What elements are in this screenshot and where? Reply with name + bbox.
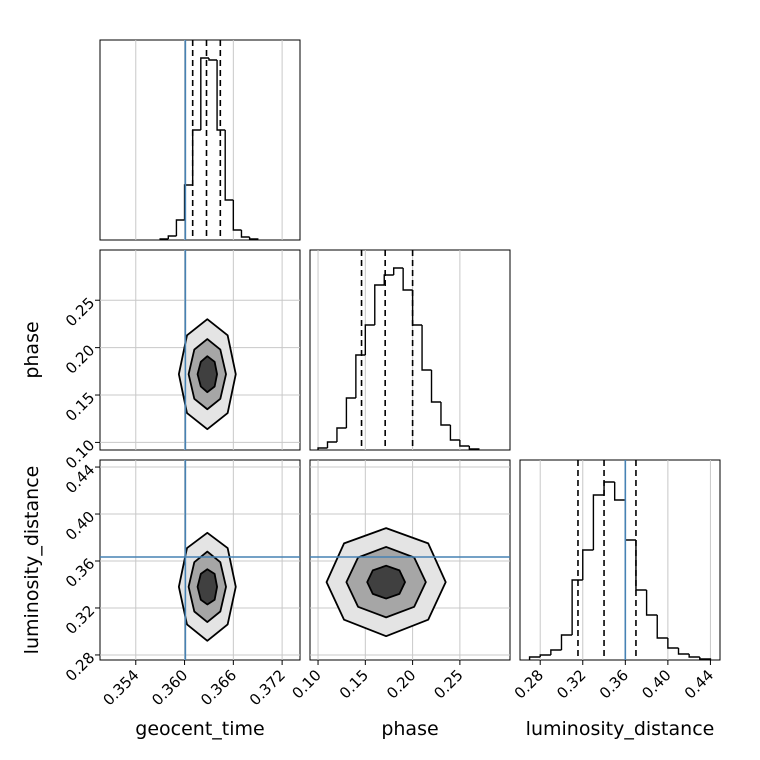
x-tick-label: 0.372: [246, 666, 289, 709]
hist-step: [183, 184, 193, 220]
hist-step: [326, 441, 337, 448]
hist-step: [440, 402, 451, 426]
y-axis-label: phase: [21, 321, 43, 378]
hist-step: [345, 397, 356, 428]
x-axis-label: geocent_time: [135, 718, 264, 740]
x-tick-label: 0.25: [430, 666, 466, 702]
hist-step: [656, 615, 668, 639]
hist-step: [613, 482, 626, 501]
x-axis-label: luminosity_distance: [526, 718, 715, 740]
hist-step: [200, 57, 209, 130]
hist-step: [624, 500, 636, 541]
contour: [196, 568, 218, 606]
x-tick-label: 0.354: [100, 666, 143, 709]
y-tick-label: 0.28: [62, 649, 98, 685]
hist-step: [317, 447, 328, 450]
hist-step: [402, 268, 413, 291]
y-axis-label: luminosity_distance: [21, 466, 43, 655]
hist-step: [224, 130, 234, 201]
hist-step: [667, 638, 679, 649]
hist-step: [421, 325, 432, 371]
hist-step: [699, 657, 712, 660]
hist-step: [459, 440, 470, 447]
x-tick-label: 0.36: [596, 666, 632, 702]
hist-step: [191, 129, 201, 185]
x-tick-label: 0.360: [148, 666, 191, 709]
hist-step: [159, 238, 169, 240]
hist-step: [635, 540, 647, 591]
y-tick-label: 0.40: [62, 508, 98, 544]
hist-step: [240, 230, 250, 238]
panel-frame: [519, 459, 721, 661]
panel-frame: [99, 249, 301, 451]
hist-step: [677, 648, 690, 655]
hist-step: [645, 590, 658, 616]
hist-step: [411, 290, 423, 326]
hist-step: [392, 267, 404, 275]
y-tick-label: 0.36: [62, 555, 98, 591]
hist-step: [539, 654, 551, 657]
hist-step: [603, 481, 615, 495]
x-tick-label: 0.40: [638, 666, 674, 702]
contour: [366, 564, 406, 600]
panel-frame: [99, 39, 301, 241]
hist-step: [449, 425, 460, 441]
x-tick-label: 0.28: [511, 666, 547, 702]
y-tick-label: 0.15: [62, 389, 98, 425]
hist-step: [374, 284, 385, 325]
hist-step: [216, 60, 226, 131]
panel-frame: [309, 249, 511, 451]
hist-step: [582, 549, 594, 580]
hist-step: [355, 354, 366, 398]
hist-step: [175, 219, 185, 236]
hist-step: [232, 200, 242, 231]
y-tick-label: 0.20: [62, 341, 98, 377]
y-tick-label: 0.25: [62, 294, 98, 330]
x-tick-label: 0.10: [289, 666, 325, 702]
hist-step: [208, 58, 218, 61]
y-tick-label: 0.32: [62, 602, 98, 638]
hist-step: [167, 235, 177, 239]
contour: [196, 355, 218, 394]
hist-step: [560, 634, 573, 650]
hist-step: [571, 579, 583, 635]
hist-step: [364, 324, 375, 355]
hist-step: [248, 237, 259, 240]
hist-step: [336, 427, 347, 442]
hist-step: [468, 446, 480, 450]
x-tick-label: 0.15: [336, 666, 372, 702]
x-axis-label: phase: [381, 718, 438, 740]
x-tick-label: 0.20: [383, 666, 419, 702]
x-tick-label: 0.44: [681, 666, 717, 702]
hist-step: [550, 649, 562, 655]
hist-step: [528, 656, 541, 660]
panel-frame: [99, 459, 301, 661]
x-tick-label: 0.366: [197, 666, 240, 709]
x-tick-label: 0.32: [553, 666, 589, 702]
hist-step: [592, 494, 605, 550]
hist-step: [430, 370, 441, 403]
hist-step: [688, 654, 700, 658]
hist-step: [383, 274, 394, 285]
panel-frame: [309, 459, 511, 661]
